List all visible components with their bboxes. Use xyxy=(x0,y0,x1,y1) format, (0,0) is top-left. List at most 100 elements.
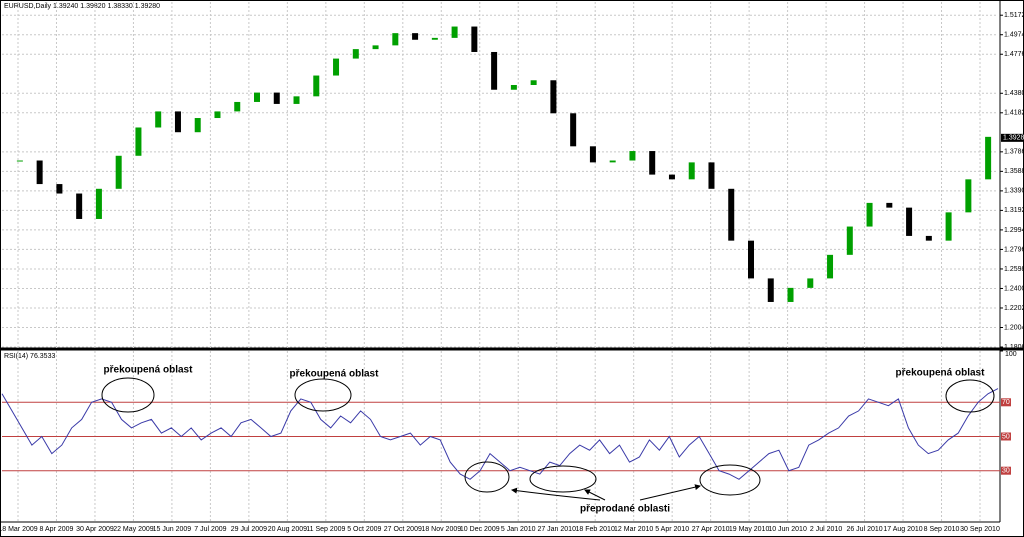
candle xyxy=(254,92,260,102)
y-tick-label: 1.35880 xyxy=(1004,168,1024,175)
candle xyxy=(530,80,537,86)
candle xyxy=(629,151,636,161)
ellipse xyxy=(529,465,597,493)
y-tick-label: 1.33900 xyxy=(1004,188,1024,195)
arrow xyxy=(511,487,601,501)
candle xyxy=(787,287,794,302)
candle xyxy=(451,26,458,38)
ellipse xyxy=(945,379,995,413)
candle xyxy=(510,85,517,90)
candle xyxy=(589,146,596,163)
candle xyxy=(906,207,913,236)
candle xyxy=(56,184,63,194)
rsi-title: RSI(14) 76.3533 xyxy=(4,353,55,360)
candle xyxy=(194,118,201,133)
candle xyxy=(708,162,715,189)
level-box xyxy=(1001,398,1011,407)
x-tick-label: 10 Dec 2009 xyxy=(460,526,500,533)
annotation: přeprodané oblasti xyxy=(580,504,670,515)
x-tick-label: 22 May 2009 xyxy=(113,526,154,533)
candle xyxy=(668,174,675,180)
y-tick-label: 1.20040 xyxy=(1004,324,1024,331)
candle xyxy=(866,202,873,227)
candle xyxy=(471,26,478,52)
y-tick-label: 1.22020 xyxy=(1004,305,1024,312)
candle xyxy=(234,101,241,112)
y-tick-label: 1.29940 xyxy=(1004,227,1024,234)
x-tick-label: 18 Nov 2009 xyxy=(421,526,461,533)
candle xyxy=(372,45,379,50)
y-tick-label: 1.43800 xyxy=(1004,90,1024,97)
candle xyxy=(827,254,834,279)
arrow xyxy=(639,484,701,501)
candle xyxy=(985,136,992,180)
candle xyxy=(609,160,616,163)
x-tick-label: 7 Jul 2009 xyxy=(194,526,226,533)
x-tick-label: 18 Feb 2010 xyxy=(576,526,615,533)
y-tick-label: 1.18060 xyxy=(1004,344,1024,351)
ellipse xyxy=(294,378,352,412)
candle xyxy=(767,278,774,302)
y-tick-label: 100 xyxy=(1005,351,1017,358)
candle xyxy=(313,75,320,97)
x-tick-label: 30 Sep 2010 xyxy=(960,526,1000,533)
y-tick-label: 1.25980 xyxy=(1004,266,1024,273)
x-tick-label: 27 Jan 2010 xyxy=(537,526,576,533)
x-tick-label: 27 Oct 2009 xyxy=(384,526,422,533)
y-tick-label: 1.31920 xyxy=(1004,207,1024,214)
annotation: překoupená oblast xyxy=(896,368,986,379)
y-tick-label: 1.27960 xyxy=(1004,246,1024,253)
x-tick-label: 19 May 2010 xyxy=(729,526,770,533)
annotation-ellipses xyxy=(101,377,995,496)
last-price-label: 1.39280 xyxy=(1003,135,1024,142)
candle xyxy=(16,160,23,162)
rsi-line xyxy=(1,388,999,480)
x-tick-label: 18 Mar 2009 xyxy=(0,526,38,533)
x-tick-label: 2 Jul 2010 xyxy=(810,526,842,533)
candle xyxy=(550,80,557,114)
y-tick-label: 1.51720 xyxy=(1004,12,1024,19)
candle xyxy=(748,240,754,279)
x-tick-label: 29 Jul 2009 xyxy=(231,526,267,533)
candle xyxy=(135,127,142,156)
ellipse xyxy=(464,461,510,493)
x-tick-label: 12 Mar 2010 xyxy=(614,526,653,533)
candle xyxy=(174,111,181,133)
candle xyxy=(688,162,695,180)
annotation-arrows xyxy=(511,484,701,501)
y-tick-label: 1.41820 xyxy=(1004,110,1024,117)
candle xyxy=(807,278,814,288)
level-label: 70 xyxy=(1002,399,1010,406)
chart-title: EURUSD,Daily 1.39240 1.39820 1.38330 1.3… xyxy=(4,3,160,10)
last-price-box xyxy=(1001,133,1023,142)
candle xyxy=(431,37,438,40)
candle xyxy=(491,51,498,90)
candle xyxy=(76,193,83,219)
y-tick-label: 1.37860 xyxy=(1004,149,1024,156)
level-label: 50 xyxy=(1002,433,1010,440)
x-tick-label: 11 Sep 2009 xyxy=(306,526,345,533)
candle xyxy=(965,179,972,213)
candle xyxy=(728,188,735,241)
x-tick-label: 20 Aug 2009 xyxy=(268,526,307,533)
x-tick-label: 5 Oct 2009 xyxy=(347,526,381,533)
candle xyxy=(570,113,577,147)
candle xyxy=(36,160,43,185)
x-tick-label: 8 Sep 2010 xyxy=(924,526,960,533)
y-tick-label: 1.24000 xyxy=(1004,285,1024,292)
x-tick-label: 30 Apr 2009 xyxy=(76,526,114,533)
annotation: překoupená oblast xyxy=(104,365,194,376)
level-box xyxy=(1001,466,1011,475)
x-tick-label: 17 Aug 2010 xyxy=(883,526,922,533)
candle xyxy=(925,235,932,241)
candle xyxy=(293,96,300,104)
ellipse xyxy=(101,377,155,413)
candle xyxy=(273,92,280,104)
candle xyxy=(846,226,853,255)
x-tick-label: 10 Jun 2010 xyxy=(768,526,807,533)
annotation: překoupená oblast xyxy=(290,369,380,380)
candle xyxy=(333,58,340,76)
candle xyxy=(352,49,359,59)
level-box xyxy=(1001,432,1011,441)
